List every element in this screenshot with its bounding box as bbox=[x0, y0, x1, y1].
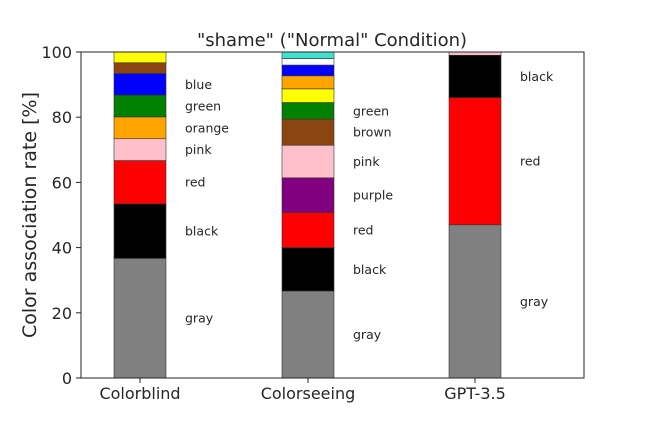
segment-label: green bbox=[185, 98, 221, 113]
bar-stack-colorseeing: gray black red purple pink brown green bbox=[281, 51, 393, 379]
bar-segment-white bbox=[281, 58, 335, 66]
bar-segment-blue bbox=[113, 73, 167, 96]
y-tick-label: 0 bbox=[62, 369, 72, 388]
y-axis-title: Color association rate [%] bbox=[19, 92, 41, 338]
bar-stack-gpt-3-5: gray red black bbox=[448, 51, 554, 379]
segment-label: red bbox=[353, 222, 374, 237]
segment-label: orange bbox=[185, 120, 229, 135]
bar-segment-green bbox=[113, 94, 167, 118]
bar-segment-yellow bbox=[281, 88, 335, 103]
segment-label: gray bbox=[520, 294, 549, 309]
y-tick-label: 40 bbox=[52, 239, 72, 258]
x-tick-label: Colorblind bbox=[99, 384, 180, 403]
bar-segment-orange bbox=[113, 116, 167, 140]
bar-segment-red bbox=[281, 212, 335, 248]
bar-segment-brown bbox=[113, 62, 167, 74]
bar-segment-brown bbox=[281, 118, 335, 146]
bar-segment-gray bbox=[281, 290, 335, 379]
chart-title: "shame" ("Normal" Condition) bbox=[197, 30, 467, 51]
bar-segment-black bbox=[113, 203, 167, 259]
bar-segment-turquoise bbox=[281, 51, 335, 59]
plot-frame bbox=[80, 51, 585, 379]
y-tick-label: 80 bbox=[52, 108, 72, 127]
segment-label: blue bbox=[185, 77, 212, 92]
bars-layer: gray black red pink orange green blue gray black… bbox=[113, 51, 554, 379]
segment-label: pink bbox=[353, 154, 380, 169]
bar-segment-black bbox=[448, 54, 502, 98]
y-tick-label: 100 bbox=[41, 43, 72, 62]
segment-label: gray bbox=[185, 311, 214, 326]
bar-segment-purple bbox=[281, 177, 335, 213]
x-tick-label: Colorseeing bbox=[261, 384, 356, 403]
bar-segment-gray bbox=[448, 224, 502, 379]
segment-label: purple bbox=[353, 188, 393, 203]
bar-segment-red bbox=[448, 97, 502, 226]
segment-label: black bbox=[185, 224, 219, 239]
bar-segment-gray bbox=[113, 258, 167, 379]
bar-segment-blue bbox=[281, 64, 335, 77]
segment-label: red bbox=[185, 175, 206, 190]
bar-segment-red bbox=[113, 160, 167, 205]
x-tick-label: GPT-3.5 bbox=[444, 384, 506, 403]
segment-label: red bbox=[520, 154, 541, 169]
segment-label: pink bbox=[185, 142, 212, 157]
bar-segment-green bbox=[281, 102, 335, 120]
bar-segment-pink bbox=[113, 138, 167, 161]
y-tick-label: 20 bbox=[52, 304, 72, 323]
bar-segment-black bbox=[281, 247, 335, 292]
segment-label: black bbox=[520, 69, 554, 84]
segment-label: green bbox=[353, 103, 389, 118]
segment-label: brown bbox=[353, 125, 392, 140]
bar-segment-orange bbox=[281, 75, 335, 90]
axes-layer: 0 20 40 60 80 100 Colorblind Colorseeing GPT-3.5 bbox=[41, 43, 585, 403]
bar-segment-pink bbox=[281, 144, 335, 179]
segment-label: gray bbox=[353, 327, 382, 342]
bar-segment-yellow bbox=[113, 51, 167, 64]
y-tick-label: 60 bbox=[52, 173, 72, 192]
bar-stack-colorblind: gray black red pink orange green blue bbox=[113, 51, 229, 379]
segment-label: black bbox=[353, 262, 387, 277]
